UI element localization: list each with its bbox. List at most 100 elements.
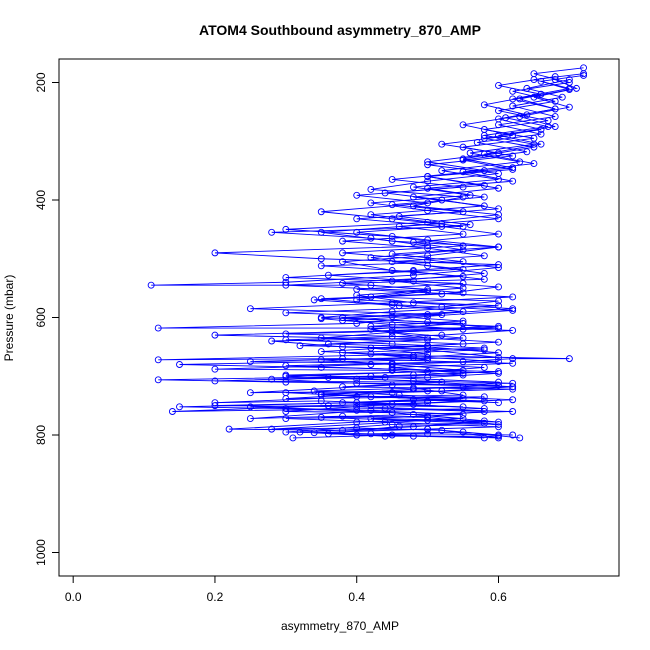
data-point — [509, 355, 517, 363]
data-point — [509, 396, 517, 404]
data-point — [353, 319, 361, 327]
data-point — [424, 343, 432, 351]
data-point — [289, 434, 297, 442]
data-point — [381, 373, 389, 381]
data-point — [409, 401, 417, 408]
data-point — [388, 250, 396, 258]
x-tick-label: 0.4 — [348, 590, 365, 604]
data-point — [211, 249, 219, 257]
data-point — [565, 76, 573, 84]
data-point — [367, 361, 375, 368]
data-point — [459, 265, 467, 273]
data-point — [409, 238, 417, 246]
data-point — [317, 348, 325, 356]
data-point — [296, 342, 304, 350]
data-point — [495, 81, 502, 89]
x-tick-label: 0.2 — [207, 590, 224, 604]
data-point — [324, 340, 332, 348]
data-point — [558, 93, 566, 101]
data-point — [388, 312, 396, 320]
data-point — [282, 428, 290, 436]
data-point — [282, 274, 290, 281]
data-point — [459, 371, 467, 379]
data-point — [495, 175, 502, 183]
data-point — [480, 275, 488, 283]
data-point — [459, 156, 467, 164]
data-point — [353, 228, 361, 236]
data-point — [317, 315, 325, 323]
data-point — [353, 379, 361, 387]
data-point — [246, 389, 254, 397]
data-point — [388, 258, 396, 266]
data-point — [381, 189, 389, 197]
data-point — [282, 371, 290, 379]
data-point — [424, 399, 432, 407]
data-point — [246, 358, 254, 366]
data-point — [495, 302, 502, 310]
data-point — [495, 205, 502, 213]
data-point — [565, 103, 573, 111]
data-point — [459, 279, 467, 287]
data-point — [246, 403, 254, 411]
data-point — [339, 258, 346, 266]
data-point — [424, 161, 432, 169]
data-point — [495, 107, 502, 115]
data-point — [367, 199, 375, 207]
data-point — [530, 70, 538, 78]
data-point — [367, 185, 375, 193]
data-point — [509, 102, 517, 110]
data-point — [502, 114, 510, 122]
data-point — [424, 311, 432, 319]
data-point — [296, 428, 304, 436]
data-point — [339, 237, 346, 245]
data-point — [395, 222, 403, 230]
data-point — [495, 378, 502, 386]
data-point — [480, 408, 488, 415]
data-point — [282, 405, 290, 413]
data-point — [409, 377, 417, 385]
data-point — [537, 77, 545, 85]
data-point — [573, 84, 580, 92]
data-point — [424, 318, 432, 326]
data-point — [495, 338, 502, 346]
data-point — [317, 397, 325, 405]
data-point — [339, 249, 346, 257]
series-line — [151, 67, 584, 436]
data-point — [459, 317, 467, 325]
data-point — [282, 336, 290, 344]
data-point — [409, 277, 417, 285]
data-point — [438, 331, 446, 339]
data-point — [388, 401, 396, 408]
data-point — [268, 337, 276, 345]
data-point — [459, 369, 467, 377]
data-point — [395, 212, 403, 220]
data-point — [353, 403, 361, 411]
series-line — [172, 75, 584, 437]
data-point — [424, 285, 432, 293]
data-point — [310, 387, 318, 395]
data-point — [565, 355, 573, 363]
data-point — [395, 302, 403, 310]
data-point — [438, 167, 446, 175]
data-point — [147, 281, 155, 289]
data-point — [509, 326, 517, 334]
data-point — [509, 165, 517, 173]
data-point — [480, 363, 488, 371]
data-point — [268, 228, 276, 236]
data-point — [509, 87, 517, 95]
data-point — [495, 230, 502, 238]
data-point — [438, 387, 446, 395]
data-point — [438, 140, 446, 148]
y-tick-label: 600 — [34, 307, 48, 327]
data-point — [317, 295, 325, 303]
data-point — [211, 331, 219, 339]
data-point — [565, 86, 573, 94]
data-point — [459, 334, 467, 342]
data-point — [495, 432, 502, 440]
data-point — [516, 95, 524, 103]
data-point — [225, 425, 233, 433]
data-point — [523, 84, 531, 92]
data-point — [480, 181, 488, 189]
chart-title: ATOM4 Southbound asymmetry_870_AMP — [199, 22, 481, 38]
data-point — [246, 305, 254, 313]
